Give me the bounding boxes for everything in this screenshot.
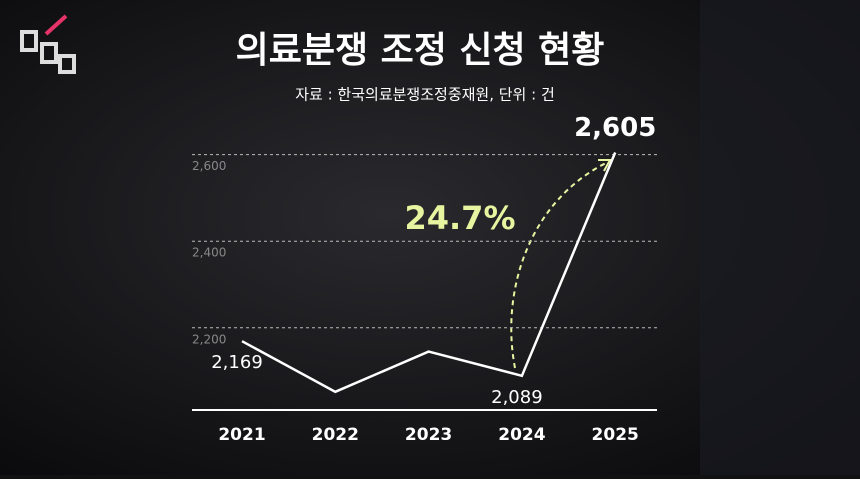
x-tick-label: 2021 [218, 425, 265, 445]
x-tick-label: 2025 [592, 425, 639, 445]
y-tick-label: 2,600 [192, 159, 226, 173]
data-label: 2,605 [574, 113, 656, 143]
x-tick-label: 2022 [312, 425, 359, 445]
y-tick-label: 2,400 [192, 246, 226, 260]
line [241, 152, 617, 394]
y-tick-label: 2,200 [192, 332, 226, 346]
arrow-head [598, 159, 612, 172]
growth-arrow [510, 161, 609, 369]
background-panel [700, 0, 860, 475]
logo [20, 14, 76, 74]
x-tick-label: 2023 [405, 425, 452, 445]
data-label: 2,089 [491, 387, 543, 408]
data-label: 2,169 [211, 352, 263, 373]
x-tick-label: 2024 [498, 425, 545, 445]
chart-subtitle: 자료 : 한국의료분쟁조정중재원, 단위 : 건 [295, 86, 555, 104]
annotation: 24.7% [404, 199, 515, 237]
chart-title: 의료분쟁 조정 신청 현황 [236, 30, 605, 71]
